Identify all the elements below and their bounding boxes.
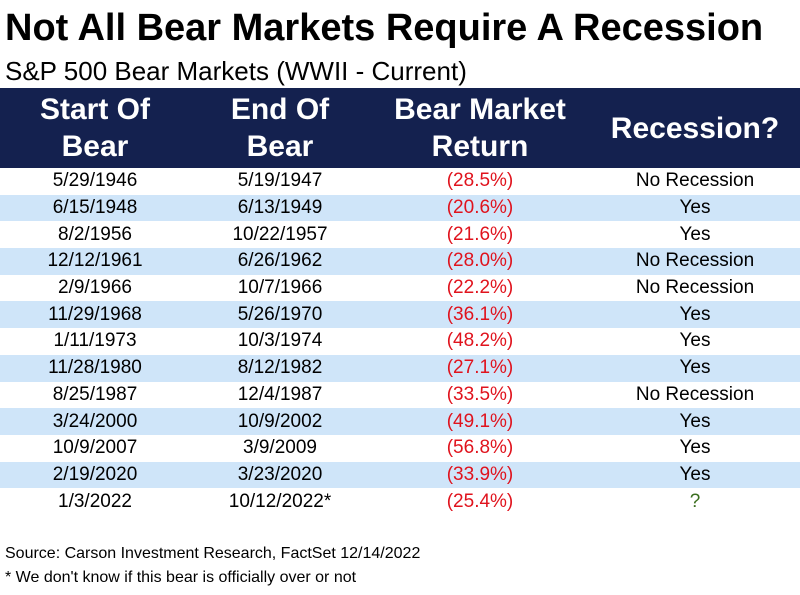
cell-start: 1/11/1973 — [53, 330, 137, 352]
footnote: * We don't know if this bear is official… — [5, 569, 357, 586]
cell-end: 5/26/1970 — [237, 303, 323, 325]
table-row: 8/25/1987 12/4/1987 (33.5%) No Recession — [0, 382, 800, 409]
cell-recession: Yes — [679, 410, 711, 432]
cell-start: 5/29/1946 — [52, 170, 138, 192]
cell-end: 10/22/1957 — [232, 223, 328, 245]
cell-start: 8/25/1987 — [52, 383, 138, 405]
table-row: 1/3/2022 10/12/2022* (25.4%)? — [0, 488, 800, 515]
cell-end: 10/9/2002 — [237, 410, 323, 432]
cell-recession: Yes — [679, 330, 711, 352]
chart-title: Not All Bear Markets Require A Recession — [5, 7, 764, 49]
cell-return: (22.2%) — [446, 277, 514, 299]
table-row: 11/28/1980 8/12/1982 (27.1%) Yes — [0, 354, 800, 382]
table-row: 12/12/1961 6/26/1962 (28.0%) No Recession — [0, 248, 800, 275]
cell-return: (49.1%) — [446, 410, 514, 432]
cell-return: (56.8%) — [446, 437, 514, 459]
cell-return: (36.1%) — [446, 303, 514, 325]
table-row: 5/29/1946 5/19/1947 (28.5%) No Recession — [0, 168, 800, 195]
cell-return: (33.5%) — [446, 383, 514, 405]
cell-recession: Yes — [679, 197, 711, 219]
cell-start: 12/12/1961 — [47, 250, 143, 272]
cell-return: (28.0%) — [446, 250, 514, 272]
cell-start: 8/2/1956 — [58, 223, 132, 245]
cell-start: 10/9/2007 — [52, 437, 138, 459]
cell-recession: No Recession — [635, 250, 755, 272]
table-row: 2/19/2020 3/23/2020 (33.9%) Yes — [0, 461, 800, 489]
cell-start: 11/28/1980 — [48, 357, 142, 379]
cell-recession: No Recession — [635, 383, 755, 405]
cell-return: (33.9%) — [446, 463, 514, 485]
header-start-of-bear: Start Of Bear — [39, 93, 150, 163]
table-body: 5/29/1946 5/19/1947 (28.5%) No Recession 6/1… — [0, 168, 800, 515]
cell-recession: ? — [689, 490, 701, 512]
cell-end: 3/23/2020 — [237, 463, 323, 485]
cell-end: 12/4/1987 — [237, 383, 323, 405]
table-row: 8/2/1956 10/22/1957 (21.6%) Yes — [0, 221, 800, 248]
cell-end: 10/3/1974 — [237, 330, 323, 352]
cell-recession: Yes — [679, 437, 711, 459]
cell-end: 3/9/2009 — [243, 437, 317, 459]
cell-start: 3/24/2000 — [52, 410, 138, 432]
header-end-of-bear: End Of Bear — [230, 93, 330, 163]
cell-recession: No Recession — [635, 277, 755, 299]
cell-return: (25.4%) — [446, 490, 514, 512]
source-note: Source: Carson Investment Research, Fact… — [5, 545, 421, 562]
header-recession: Recession? — [610, 111, 780, 145]
table-row: 3/24/2000 10/9/2002 (49.1%) Yes — [0, 408, 800, 435]
table-row: 2/9/1966 10/7/1966 (22.2%) No Recession — [0, 275, 800, 302]
cell-recession: Yes — [679, 357, 711, 379]
cell-return: (27.1%) — [446, 357, 514, 379]
cell-start: 2/9/1966 — [58, 277, 132, 299]
table-row: 10/9/2007 3/9/2009 (56.8%) Yes — [0, 435, 800, 462]
bear-market-table: Start Of Bear End Of Bear Bear Market Re… — [0, 88, 800, 515]
cell-start: 11/29/1968 — [48, 303, 142, 325]
cell-end: 10/12/2022* — [228, 490, 332, 512]
cell-start: 6/15/1948 — [52, 197, 138, 219]
cell-recession: Yes — [679, 223, 711, 245]
header-bear-market-return: Bear Market Return — [394, 93, 566, 163]
cell-end: 10/7/1966 — [237, 277, 323, 299]
cell-end: 6/13/1949 — [237, 197, 323, 219]
table-row: 1/11/1973 10/3/1974 (48.2%) Yes — [0, 328, 800, 355]
cell-return: (21.6%) — [446, 223, 514, 245]
cell-start: 1/3/2022 — [58, 490, 132, 512]
chart-subtitle: S&P 500 Bear Markets (WWII - Current) — [5, 56, 467, 86]
table-header: Start Of Bear End Of Bear Bear Market Re… — [0, 88, 800, 168]
table-row: 6/15/1948 6/13/1949 (20.6%) Yes — [0, 194, 800, 222]
cell-recession: No Recession — [635, 170, 755, 192]
cell-recession: Yes — [679, 463, 711, 485]
cell-recession: Yes — [679, 303, 711, 325]
cell-start: 2/19/2020 — [52, 463, 138, 485]
cell-return: (28.5%) — [446, 170, 514, 192]
cell-return: (20.6%) — [446, 197, 514, 219]
cell-end: 5/19/1947 — [237, 170, 323, 192]
cell-return: (48.2%) — [446, 330, 514, 352]
cell-end: 8/12/1982 — [237, 357, 323, 379]
cell-end: 6/26/1962 — [237, 250, 323, 272]
table-row: 11/29/1968 5/26/1970 (36.1%) Yes — [0, 301, 800, 329]
